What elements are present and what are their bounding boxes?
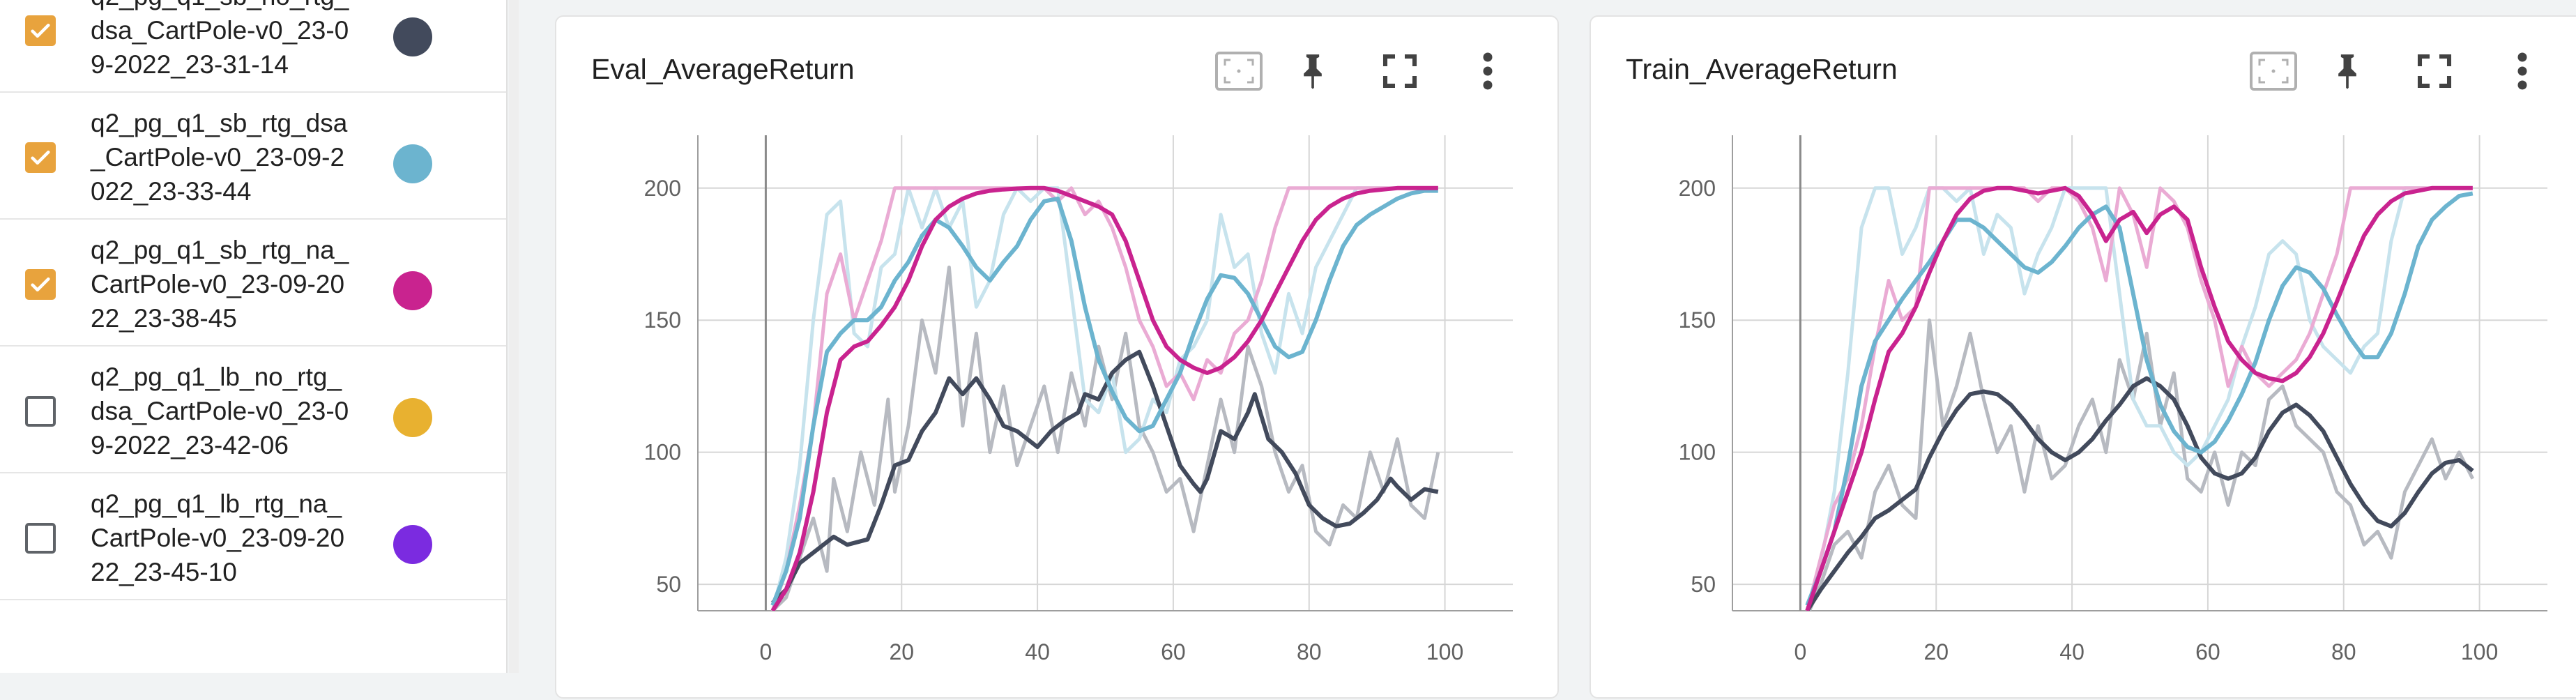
series-raw-line — [1805, 186, 2473, 611]
y-tick-label: 100 — [644, 440, 681, 465]
more-vert-icon — [1477, 50, 1498, 92]
x-tick-label: 0 — [760, 639, 772, 664]
y-tick-label: 150 — [644, 307, 681, 333]
run-color-swatch[interactable] — [393, 525, 432, 564]
series-raw-line — [1807, 318, 2475, 611]
x-tick-label: 60 — [2195, 639, 2220, 664]
check-icon — [31, 23, 50, 38]
pin-button[interactable] — [2304, 50, 2391, 92]
x-tick-label: 20 — [1923, 639, 1949, 664]
x-tick-label: 0 — [1794, 639, 1807, 664]
y-tick-label: 50 — [1691, 572, 1716, 597]
series-raw-line — [1805, 186, 2473, 611]
y-tick-label: 100 — [1679, 440, 1716, 465]
chart-title: Train_AverageReturn — [1626, 53, 1898, 85]
chart-title: Eval_AverageReturn — [591, 53, 855, 85]
series-raw-line — [770, 186, 1438, 611]
series-smoothed-line — [770, 188, 1438, 607]
series-raw-line — [770, 186, 1438, 611]
x-tick-label: 100 — [2461, 639, 2498, 664]
series-group — [770, 185, 1440, 611]
x-tick-label: 20 — [889, 639, 914, 664]
series-group — [1805, 185, 2475, 611]
more-vert-button[interactable] — [2478, 50, 2566, 92]
pin-button[interactable] — [1270, 50, 1356, 92]
sidebar-scrollbar[interactable] — [509, 0, 519, 673]
check-icon — [31, 277, 50, 292]
pin-icon — [2332, 52, 2363, 91]
fullscreen-icon — [1380, 52, 1419, 91]
run-color-swatch[interactable] — [393, 271, 432, 310]
series-smoothed-line — [1805, 191, 2474, 607]
fit-domain-icon — [1214, 50, 1264, 92]
x-tick-label: 80 — [2331, 639, 2356, 664]
run-checkbox[interactable] — [25, 15, 56, 46]
x-tick-label: 40 — [2059, 639, 2085, 664]
run-row[interactable]: q2_pg_q1_sb_no_rtg_dsa_CartPole-v0_23-09… — [0, 0, 506, 93]
x-tick-label: 60 — [1161, 639, 1186, 664]
fullscreen-button[interactable] — [1356, 50, 1444, 92]
x-tick-label: 40 — [1025, 639, 1050, 664]
x-tick-label: 100 — [1426, 639, 1463, 664]
pin-icon — [1297, 52, 1328, 91]
runs-sidebar: q2_pg_q1_sb_no_rtg_dsa_CartPole-v0_23-09… — [0, 0, 508, 673]
series-smoothed-line — [770, 185, 1438, 611]
y-tick-label: 200 — [1679, 176, 1716, 201]
y-tick-label: 150 — [1679, 307, 1716, 333]
x-tick-label: 80 — [1297, 639, 1322, 664]
run-row[interactable]: q2_pg_q1_lb_rtg_na_CartPole-v0_23-09-202… — [0, 474, 506, 600]
run-row[interactable]: q2_pg_q1_sb_rtg_na_CartPole-v0_23-09-202… — [0, 220, 506, 347]
chart-train-average-return[interactable]: 0 20 40 60 80 100 50 100 150 200 — [1591, 17, 2576, 700]
run-row[interactable]: q2_pg_q1_lb_no_rtg_dsa_CartPole-v0_23-09… — [0, 347, 506, 473]
run-color-swatch[interactable] — [393, 398, 432, 437]
more-vert-icon — [2512, 50, 2533, 92]
run-color-swatch[interactable] — [393, 144, 432, 183]
card-toolbar — [1208, 50, 1532, 92]
fit-domain-icon — [2248, 50, 2299, 92]
series-smoothed-line — [771, 349, 1439, 604]
run-checkbox[interactable] — [25, 396, 56, 427]
y-tick-label: 200 — [644, 176, 681, 201]
card-toolbar — [2243, 50, 2566, 92]
chart-eval-average-return[interactable]: 0 20 40 60 80 100 50 100 150 200 — [556, 17, 1560, 700]
run-color-swatch[interactable] — [393, 17, 432, 56]
run-name: q2_pg_q1_sb_rtg_na_CartPole-v0_23-09-202… — [91, 236, 349, 333]
run-row[interactable]: q2_pg_q1_sb_rtg_dsa_CartPole-v0_23-09-20… — [0, 93, 506, 220]
series-smoothed-line — [1805, 376, 2474, 611]
run-name: q2_pg_q1_lb_no_rtg_dsa_CartPole-v0_23-09… — [91, 363, 349, 459]
check-icon — [31, 150, 50, 165]
chart-card-eval: Eval_AverageReturn 0 20 40 60 80 100 50 100 150 2… — [555, 15, 1559, 699]
fit-domain-button[interactable] — [1208, 50, 1270, 92]
run-name: q2_pg_q1_sb_rtg_dsa_CartPole-v0_23-09-20… — [91, 109, 348, 206]
fullscreen-icon — [2415, 52, 2454, 91]
fit-domain-button[interactable] — [2243, 50, 2304, 92]
run-name: q2_pg_q1_sb_no_rtg_dsa_CartPole-v0_23-09… — [91, 0, 349, 79]
run-checkbox[interactable] — [25, 269, 56, 300]
run-checkbox[interactable] — [25, 142, 56, 173]
more-vert-button[interactable] — [1444, 50, 1532, 92]
run-checkbox[interactable] — [25, 523, 56, 554]
chart-card-train: Train_AverageReturn 0 20 40 60 80 100 50 100 150… — [1590, 15, 2576, 699]
series-smoothed-line — [1805, 185, 2473, 611]
y-tick-label: 50 — [656, 572, 681, 597]
fullscreen-button[interactable] — [2391, 50, 2478, 92]
run-name: q2_pg_q1_lb_rtg_na_CartPole-v0_23-09-202… — [91, 489, 345, 586]
series-raw-line — [771, 265, 1440, 611]
